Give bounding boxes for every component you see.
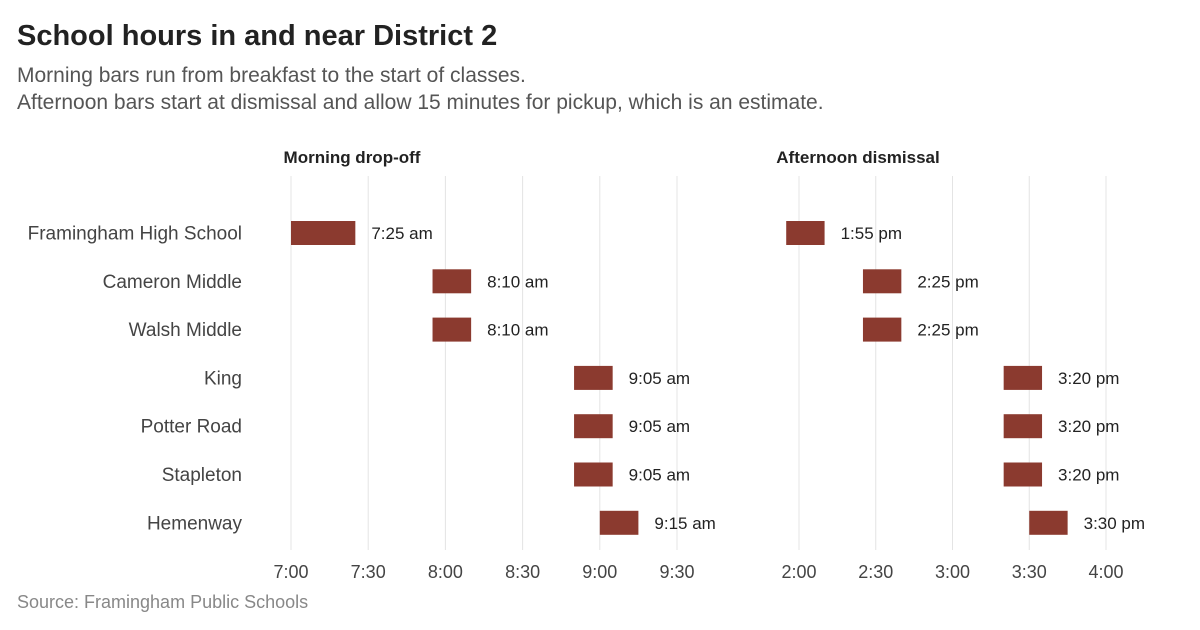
- category-label: Hemenway: [147, 513, 243, 534]
- panel-title: Afternoon dismissal: [776, 148, 939, 167]
- x-tick-label: 7:30: [351, 562, 386, 582]
- x-tick-label: 9:30: [659, 562, 694, 582]
- time-bar: [1003, 462, 1043, 487]
- bar-value-label: 3:20 pm: [1058, 466, 1119, 485]
- bar-value-label: 1:55 pm: [841, 224, 902, 243]
- bar-value-label: 9:05 am: [629, 466, 690, 485]
- time-bar: [862, 269, 902, 294]
- bar-value-label: 9:05 am: [629, 369, 690, 388]
- bar-value-label: 9:05 am: [629, 417, 690, 436]
- bar-value-label: 8:10 am: [487, 272, 548, 291]
- bar-value-label: 2:25 pm: [917, 321, 978, 340]
- source-note: Source: Framingham Public Schools: [17, 592, 309, 612]
- bar-value-label: 3:20 pm: [1058, 417, 1119, 436]
- x-tick-label: 2:00: [781, 562, 816, 582]
- x-tick-label: 2:30: [858, 562, 893, 582]
- time-bar: [1003, 414, 1043, 439]
- category-label: Framingham High School: [28, 224, 242, 245]
- bar-value-label: 2:25 pm: [917, 272, 978, 291]
- time-bar: [432, 269, 472, 294]
- bar-value-label: 8:10 am: [487, 321, 548, 340]
- bar-value-label: 3:20 pm: [1058, 369, 1119, 388]
- category-label: Potter Road: [141, 417, 242, 438]
- panel-title: Morning drop-off: [284, 148, 421, 167]
- x-tick-label: 3:30: [1012, 562, 1047, 582]
- chart-subtitle-line-1: Morning bars run from breakfast to the s…: [17, 64, 526, 87]
- chart-subtitle-line-2: Afternoon bars start at dismissal and al…: [17, 91, 824, 114]
- x-tick-label: 8:30: [505, 562, 540, 582]
- time-bar: [574, 365, 613, 390]
- bar-value-label: 9:15 am: [654, 514, 715, 533]
- category-label: Stapleton: [162, 465, 242, 486]
- time-bar: [1029, 510, 1068, 535]
- chart-title: School hours in and near District 2: [17, 20, 498, 52]
- bar-value-label: 3:30 pm: [1084, 514, 1145, 533]
- time-bar: [574, 462, 613, 487]
- x-tick-label: 7:00: [273, 562, 308, 582]
- time-bar: [291, 221, 356, 245]
- time-bar: [432, 317, 472, 342]
- category-label: Walsh Middle: [129, 320, 242, 341]
- time-bar: [786, 221, 825, 245]
- time-bar: [599, 510, 639, 535]
- x-tick-label: 9:00: [582, 562, 617, 582]
- x-tick-label: 4:00: [1088, 562, 1123, 582]
- x-tick-label: 3:00: [935, 562, 970, 582]
- category-label: King: [204, 368, 242, 389]
- x-tick-label: 8:00: [428, 562, 463, 582]
- time-bar: [574, 414, 613, 439]
- bar-value-label: 7:25 am: [371, 224, 432, 243]
- time-bar: [1003, 365, 1043, 390]
- category-label: Cameron Middle: [103, 272, 242, 293]
- time-bar: [862, 317, 902, 342]
